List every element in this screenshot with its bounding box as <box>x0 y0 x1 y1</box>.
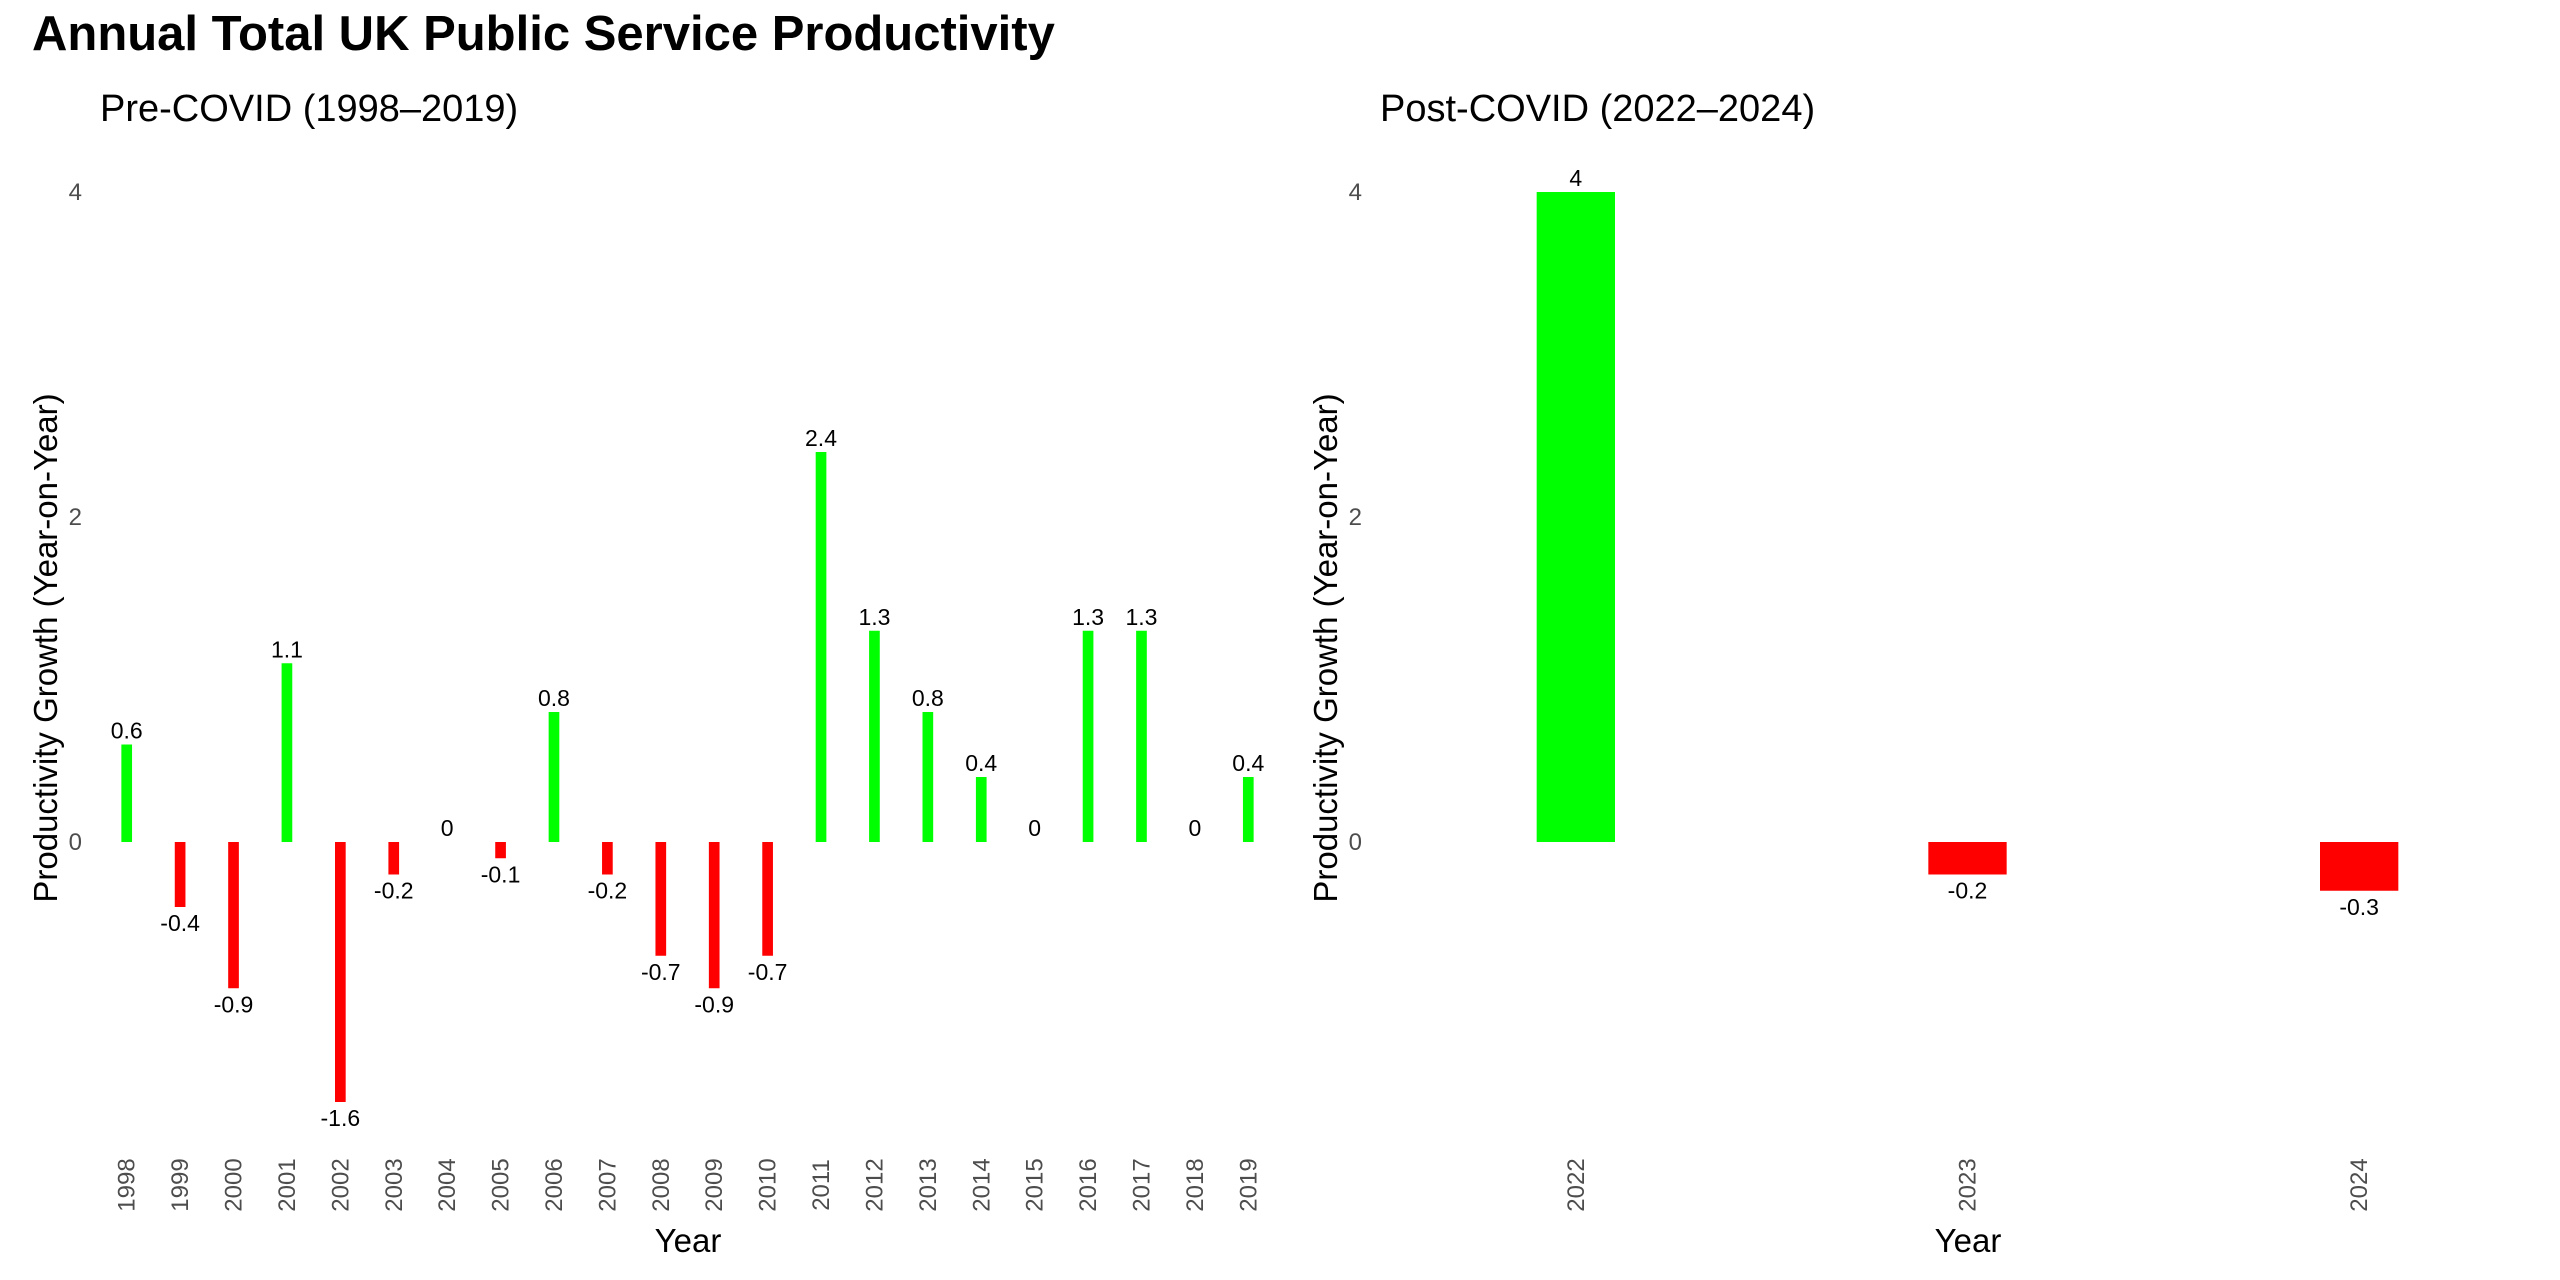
post-covid-data-labels: 4 -0.2 -0.3 <box>1569 165 2379 920</box>
pre-covid-bar-2014 <box>975 777 987 842</box>
pre-covid-x-tick-label-2011: 2011 <box>808 1159 835 1211</box>
post-covid-y-tick-label: 0 <box>1349 829 1362 856</box>
post-covid-data-label-2023: -0.2 <box>1948 878 1988 904</box>
pre-covid-panel: Pre-COVID (1998–2019) 0 2 4 0.6 -0.4 -0.9 1.1… <box>27 88 1265 1259</box>
pre-covid-bar-2005 <box>495 842 506 859</box>
pre-covid-y-tick-label: 2 <box>69 504 82 531</box>
pre-covid-y-tick-label: 4 <box>69 179 82 206</box>
pre-covid-x-tick-label-2019: 2019 <box>1235 1158 1262 1211</box>
pre-covid-bar-2016 <box>1082 630 1094 842</box>
pre-covid-data-label-2004: 0 <box>441 815 454 841</box>
post-covid-bar-2022 <box>1536 192 1615 842</box>
pre-covid-x-tick-label-2002: 2002 <box>327 1158 354 1211</box>
post-covid-x-tick-label-2023: 2023 <box>1955 1158 1982 1211</box>
pre-covid-bar-2013 <box>922 712 934 842</box>
pre-covid-x-tick-label-2001: 2001 <box>274 1158 301 1211</box>
pre-covid-bar-1998 <box>121 744 133 842</box>
pre-covid-bar-2008 <box>655 842 667 956</box>
pre-covid-data-label-1999: -0.4 <box>160 910 200 936</box>
pre-covid-data-label-2018: 0 <box>1188 815 1201 841</box>
pre-covid-data-label-2005: -0.1 <box>481 861 521 887</box>
pre-covid-x-tick-label-2013: 2013 <box>915 1158 942 1211</box>
pre-covid-x-tick-label-1999: 1999 <box>167 1158 194 1211</box>
pre-covid-bar-2012 <box>869 630 880 842</box>
post-covid-subplot-title: Post-COVID (2022–2024) <box>1380 88 1815 130</box>
pre-covid-subplot-title: Pre-COVID (1998–2019) <box>100 88 518 130</box>
pre-covid-bar-2003 <box>388 842 400 875</box>
pre-covid-bar-1999 <box>174 842 186 907</box>
pre-covid-data-labels: 0.6 -0.4 -0.9 1.1 -1.6 -0.2 0 -0.1 0.8 -0.2 -0.7 -0… <box>111 425 1265 1131</box>
pre-covid-data-label-2006: 0.8 <box>538 685 570 711</box>
pre-covid-data-label-2008: -0.7 <box>641 959 681 985</box>
pre-covid-y-axis: 0 2 4 <box>69 179 82 856</box>
pre-covid-x-tick-label-2007: 2007 <box>594 1158 621 1211</box>
pre-covid-data-label-2002: -1.6 <box>321 1105 361 1131</box>
pre-covid-x-tick-label-2016: 2016 <box>1075 1158 1102 1211</box>
pre-covid-x-tick-label-2018: 2018 <box>1182 1158 1209 1211</box>
pre-covid-data-label-2013: 0.8 <box>912 685 944 711</box>
pre-covid-data-label-2007: -0.2 <box>588 878 628 904</box>
pre-covid-bar-2009 <box>708 842 720 989</box>
pre-covid-data-label-2011: 2.4 <box>805 425 837 451</box>
pre-covid-data-label-2009: -0.9 <box>694 991 734 1017</box>
pre-covid-x-tick-label-2015: 2015 <box>1022 1158 1049 1211</box>
pre-covid-x-tick-label-2005: 2005 <box>488 1158 515 1211</box>
post-covid-x-tick-label-2022: 2022 <box>1563 1158 1590 1211</box>
pre-covid-x-tick-label-2014: 2014 <box>968 1158 995 1211</box>
pre-covid-data-label-2015: 0 <box>1028 815 1041 841</box>
pre-covid-x-axis: 1998 1999 2000 2001 2002 2003 2004 2005 2006 2007… <box>114 1158 1263 1211</box>
pre-covid-data-label-2000: -0.9 <box>214 991 254 1017</box>
post-covid-bars <box>1536 192 2399 891</box>
pre-covid-bars <box>121 452 1254 1102</box>
pre-covid-x-axis-title: Year <box>655 1222 722 1259</box>
pre-covid-x-tick-label-2009: 2009 <box>701 1158 728 1211</box>
pre-covid-data-label-2012: 1.3 <box>858 604 890 630</box>
post-covid-bar-2023 <box>1928 842 2007 875</box>
pre-covid-bar-2010 <box>762 842 773 956</box>
pre-covid-data-label-2019: 0.4 <box>1232 750 1264 776</box>
pre-covid-bar-2007 <box>602 842 613 875</box>
chart-title: Annual Total UK Public Service Productiv… <box>32 7 1055 61</box>
pre-covid-bar-2002 <box>335 842 346 1102</box>
pre-covid-data-label-1998: 0.6 <box>111 718 143 744</box>
pre-covid-x-tick-label-2006: 2006 <box>541 1158 568 1211</box>
pre-covid-x-tick-label-2010: 2010 <box>755 1158 782 1211</box>
pre-covid-x-tick-label-2008: 2008 <box>648 1158 675 1211</box>
pre-covid-x-tick-label-2012: 2012 <box>861 1158 888 1211</box>
post-covid-data-label-2022: 4 <box>1569 165 1582 191</box>
pre-covid-x-tick-label-1998: 1998 <box>114 1158 141 1211</box>
pre-covid-bar-2017 <box>1136 630 1147 842</box>
pre-covid-bar-2011 <box>815 452 827 842</box>
pre-covid-x-tick-label-2000: 2000 <box>221 1158 248 1211</box>
pre-covid-bar-2001 <box>281 663 293 842</box>
pre-covid-data-label-2017: 1.3 <box>1125 604 1157 630</box>
pre-covid-data-label-2016: 1.3 <box>1072 604 1104 630</box>
pre-covid-x-tick-label-2004: 2004 <box>434 1158 461 1211</box>
pre-covid-y-axis-title: Productivity Growth (Year-on-Year) <box>27 393 64 902</box>
post-covid-y-tick-label: 2 <box>1349 504 1362 531</box>
post-covid-y-axis-title: Productivity Growth (Year-on-Year) <box>1307 393 1344 902</box>
post-covid-data-label-2024: -0.3 <box>2339 894 2379 920</box>
pre-covid-data-label-2014: 0.4 <box>965 750 997 776</box>
post-covid-y-axis: 0 2 4 <box>1349 179 1362 856</box>
pre-covid-bar-2000 <box>228 842 239 989</box>
post-covid-y-tick-label: 4 <box>1349 179 1362 206</box>
post-covid-x-tick-label-2024: 2024 <box>2346 1158 2373 1211</box>
pre-covid-data-label-2010: -0.7 <box>748 959 788 985</box>
pre-covid-bar-2019 <box>1242 777 1254 842</box>
pre-covid-y-tick-label: 0 <box>69 829 82 856</box>
pre-covid-data-label-2003: -0.2 <box>374 878 414 904</box>
pre-covid-x-tick-label-2017: 2017 <box>1128 1158 1155 1211</box>
post-covid-panel: Post-COVID (2022–2024) 0 2 4 4 -0.2 -0.3 202… <box>1307 88 2399 1259</box>
post-covid-x-axis: 2022 2023 2024 <box>1563 1158 2373 1211</box>
post-covid-bar-2024 <box>2320 842 2399 891</box>
pre-covid-bar-2006 <box>548 712 560 842</box>
post-covid-x-axis-title: Year <box>1935 1222 2002 1259</box>
pre-covid-x-tick-label-2003: 2003 <box>381 1158 408 1211</box>
pre-covid-data-label-2001: 1.1 <box>271 636 303 662</box>
